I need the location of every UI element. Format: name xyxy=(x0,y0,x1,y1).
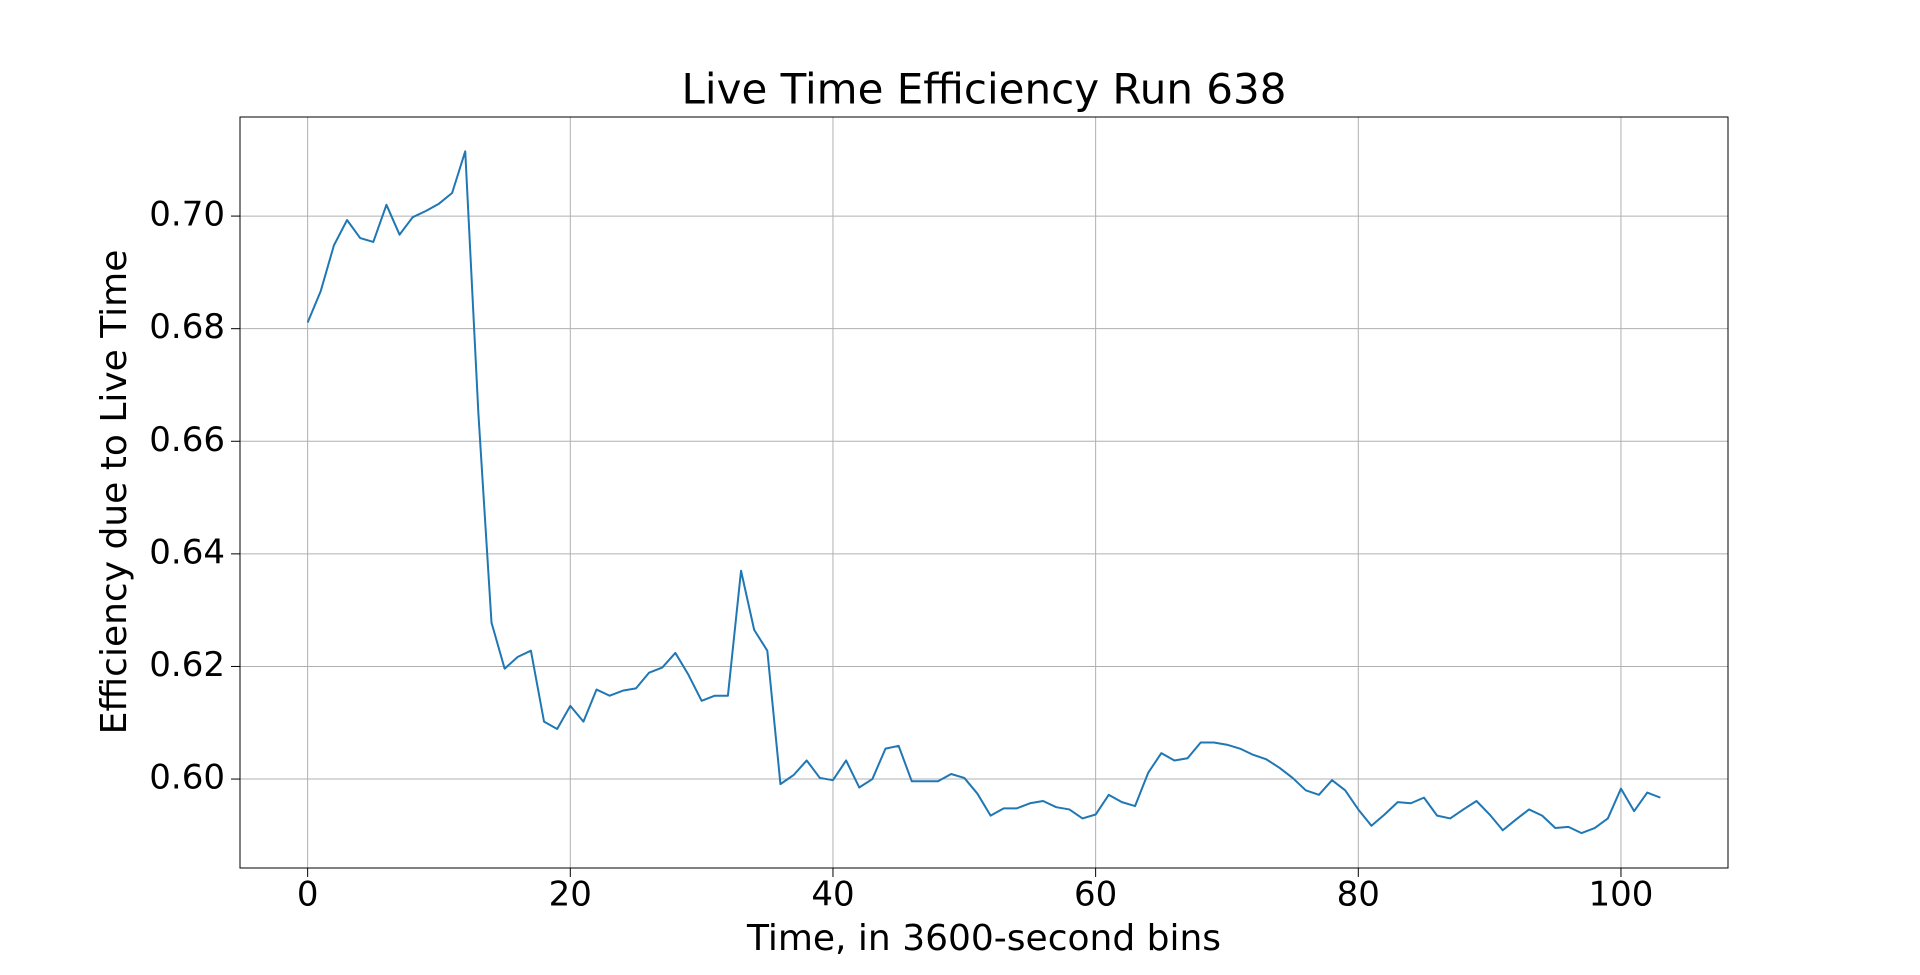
x-tick-label: 100 xyxy=(1589,875,1654,915)
y-tick-label: 0.70 xyxy=(149,195,225,235)
y-tick-label: 0.62 xyxy=(149,645,225,685)
x-tick-label: 0 xyxy=(297,875,319,915)
y-tick-label: 0.68 xyxy=(149,307,225,347)
x-tick-label: 80 xyxy=(1337,875,1380,915)
data-line xyxy=(306,150,1661,835)
y-tick-label: 0.60 xyxy=(149,758,225,798)
y-tick-label: 0.66 xyxy=(149,420,225,460)
x-axis-label: Time, in 3600-second bins xyxy=(746,918,1221,959)
y-tick-label: 0.64 xyxy=(149,532,225,572)
y-axis-label: Efficiency due to Live Time xyxy=(94,250,135,735)
x-tick-label: 20 xyxy=(549,875,592,915)
chart-title: Live Time Efficiency Run 638 xyxy=(682,65,1287,114)
plot-frame xyxy=(239,116,1729,869)
x-tick-label: 60 xyxy=(1074,875,1117,915)
x-tick-label: 40 xyxy=(811,875,854,915)
